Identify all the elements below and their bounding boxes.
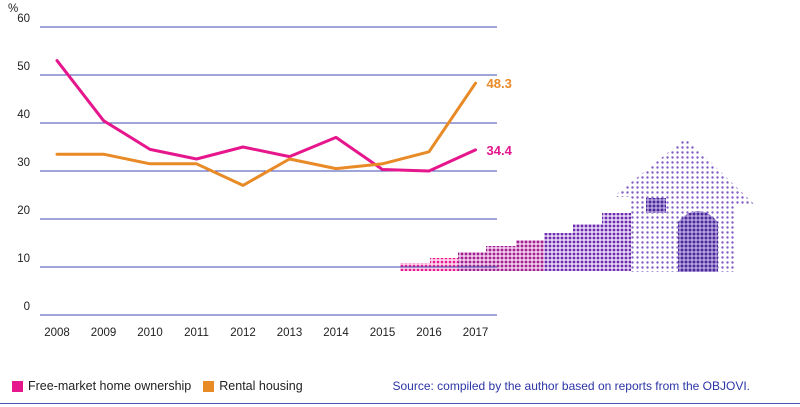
legend-label-rental: Rental housing: [219, 379, 303, 393]
x-tick-label: 2009: [91, 327, 117, 339]
y-unit-label: %: [8, 3, 18, 15]
legend-swatch-ownership: [12, 380, 23, 392]
y-tick-label: 20: [17, 205, 30, 217]
end-label-1: 48.3: [487, 76, 512, 91]
series-line-0: [55, 59, 477, 173]
legend-item-rental: Rental housing: [203, 379, 303, 393]
x-tick-label: 2010: [137, 327, 163, 339]
y-tick-label: 0: [24, 301, 30, 313]
x-tick-label: 2017: [463, 327, 489, 339]
x-tick-label: 2012: [230, 327, 256, 339]
x-tick-label: 2014: [323, 327, 349, 339]
y-tick-label: 40: [17, 109, 30, 121]
source-note: Source: compiled by the author based on …: [392, 379, 750, 393]
y-axis: % 0 10 20 30 40 50 60: [8, 3, 30, 313]
y-tick-label: 30: [17, 157, 30, 169]
house: [613, 138, 755, 272]
x-tick-label: 2013: [277, 327, 303, 339]
x-tick-label: 2016: [416, 327, 442, 339]
end-label-0: 34.4: [487, 143, 513, 158]
house-illustration: [400, 138, 755, 272]
divider: [0, 403, 800, 404]
legend-label-ownership: Free-market home ownership: [28, 379, 192, 393]
x-tick-label: 2015: [370, 327, 396, 339]
stair-steps: [400, 213, 631, 271]
series-line-1: [55, 81, 477, 187]
end-labels: 34.4 48.3: [487, 76, 513, 158]
y-tick-label: 60: [17, 13, 30, 25]
x-tick-label: 2011: [184, 327, 209, 339]
x-tick-label: 2008: [44, 327, 70, 339]
y-tick-label: 10: [17, 253, 30, 265]
legend: Free-market home ownership Rental housin…: [12, 379, 315, 393]
series-lines: [55, 59, 477, 187]
x-axis: 2008 2009 2010 2011 2012 2013 2014 2015 2016 2017: [44, 327, 488, 339]
gridlines: [40, 26, 497, 316]
legend-swatch-rental: [203, 380, 215, 392]
legend-item-ownership: Free-market home ownership: [12, 379, 191, 393]
y-tick-label: 50: [17, 61, 30, 73]
